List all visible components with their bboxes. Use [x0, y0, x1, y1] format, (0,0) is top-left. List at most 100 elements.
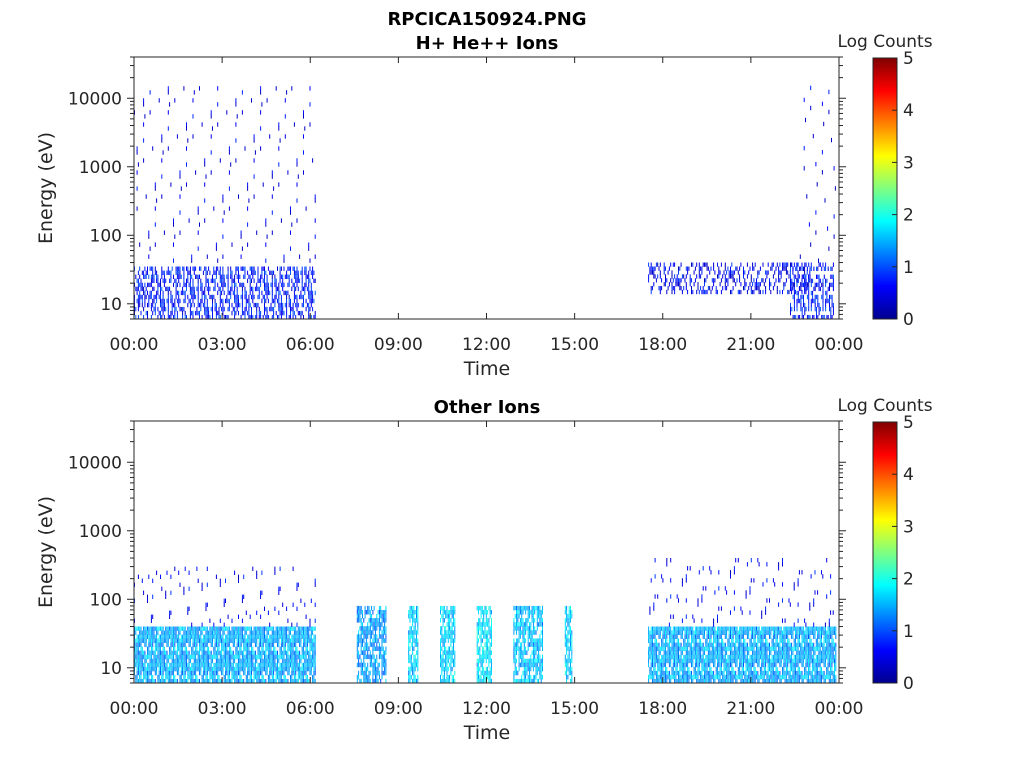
heatmap-cell	[225, 626, 226, 631]
heatmap-cell	[384, 670, 386, 676]
heatmap-cell	[160, 286, 161, 292]
heatmap-cell	[356, 618, 358, 623]
heatmap-cell	[301, 286, 303, 292]
heatmap-cell	[156, 634, 158, 639]
heatmap-cell	[277, 658, 278, 664]
heatmap-cell	[186, 638, 187, 643]
heatmap-cell	[375, 674, 376, 680]
heatmap-cell	[204, 182, 206, 187]
heatmap-cell	[413, 654, 415, 660]
heatmap-cell	[271, 174, 273, 179]
heatmap-cell	[454, 630, 456, 635]
heatmap-cell	[417, 666, 419, 672]
heatmap-cell	[267, 298, 269, 304]
heatmap-cell	[266, 638, 268, 643]
heatmap-cell	[162, 638, 164, 643]
heatmap-cell	[371, 605, 373, 611]
panel-other-ions: Other Ions 00:00 03:00 06:00 09:00 12:00 15:0…	[35, 396, 933, 744]
heatmap-cell	[247, 634, 249, 639]
x-tick-label: 00:00	[815, 335, 864, 355]
heatmap-cell	[205, 294, 207, 300]
heatmap-cell	[727, 266, 729, 271]
heatmap-cell	[808, 262, 810, 267]
heatmap-cell	[536, 610, 538, 615]
heatmap-cell	[739, 289, 741, 295]
heatmap-cell	[143, 674, 145, 680]
heatmap-cell	[487, 634, 489, 639]
heatmap-cell	[293, 634, 295, 639]
heatmap-cell	[293, 286, 295, 292]
heatmap-cell	[188, 662, 190, 668]
heatmap-cell	[221, 298, 223, 304]
heatmap-cell	[293, 266, 295, 271]
heatmap-cell	[785, 262, 787, 267]
heatmap-cell	[733, 278, 735, 283]
heatmap-cell	[141, 298, 143, 304]
heatmap-cell	[658, 654, 660, 660]
heatmap-cell	[384, 666, 386, 672]
heatmap-cell	[710, 266, 712, 271]
heatmap-cell	[266, 642, 268, 648]
heatmap-cell	[140, 642, 142, 648]
heatmap-cell	[672, 626, 674, 631]
heatmap-cell	[536, 626, 538, 631]
heatmap-cell	[275, 634, 277, 639]
heatmap-cell	[312, 646, 314, 652]
heatmap-cell	[252, 646, 254, 652]
heatmap-cell	[831, 282, 833, 288]
heatmap-cell	[364, 662, 366, 668]
heatmap-cell	[197, 310, 199, 316]
heatmap-cell	[140, 638, 142, 643]
heatmap-cell	[416, 605, 417, 611]
heatmap-cell	[300, 679, 302, 684]
heatmap-cell	[179, 679, 181, 684]
heatmap-cell	[517, 614, 519, 619]
heatmap-cell	[531, 642, 533, 647]
heatmap-cell	[249, 679, 251, 684]
heatmap-cell	[266, 286, 268, 292]
heatmap-cell	[300, 654, 302, 660]
heatmap-cell	[513, 622, 515, 627]
heatmap-cell	[480, 614, 482, 619]
heatmap-cell	[228, 170, 230, 175]
heatmap-cell	[451, 638, 453, 643]
heatmap-cell	[384, 630, 386, 635]
heatmap-cell	[240, 294, 242, 300]
heatmap-cell	[174, 646, 176, 652]
heatmap-cell	[267, 315, 269, 320]
heatmap-cell	[212, 274, 213, 279]
heatmap-cell	[483, 618, 485, 623]
heatmap-cell	[719, 282, 721, 287]
heatmap-cell	[365, 642, 367, 647]
heatmap-cell	[206, 254, 208, 259]
heatmap-cell	[261, 670, 263, 676]
heatmap-cell	[380, 605, 382, 611]
heatmap-cell	[219, 650, 221, 656]
heatmap-cell	[808, 294, 810, 300]
heatmap-cell	[210, 654, 212, 660]
heatmap-cell	[689, 274, 691, 279]
heatmap-cell	[831, 274, 833, 279]
heatmap-cell	[478, 610, 479, 615]
heatmap-cell	[271, 306, 273, 312]
heatmap-cell	[244, 658, 246, 664]
heatmap-cell	[137, 306, 139, 312]
heatmap-cell	[264, 638, 265, 643]
heatmap-cell	[818, 282, 820, 288]
heatmap-cell	[358, 642, 360, 647]
heatmap-cell	[191, 674, 193, 680]
heatmap-cell	[186, 666, 187, 672]
heatmap-cell	[280, 266, 282, 271]
heatmap-cell	[212, 298, 213, 304]
heatmap-cell	[480, 674, 482, 680]
heatmap-cell	[518, 666, 520, 672]
heatmap-cell	[175, 662, 177, 668]
heatmap-cell	[523, 662, 525, 668]
heatmap-cell	[278, 610, 280, 615]
heatmap-cell	[258, 290, 260, 296]
heatmap-cell	[248, 654, 250, 660]
heatmap-cell	[759, 282, 761, 287]
heatmap-cell	[299, 294, 301, 300]
heatmap-cell	[375, 638, 376, 643]
heatmap-cell	[238, 194, 239, 199]
